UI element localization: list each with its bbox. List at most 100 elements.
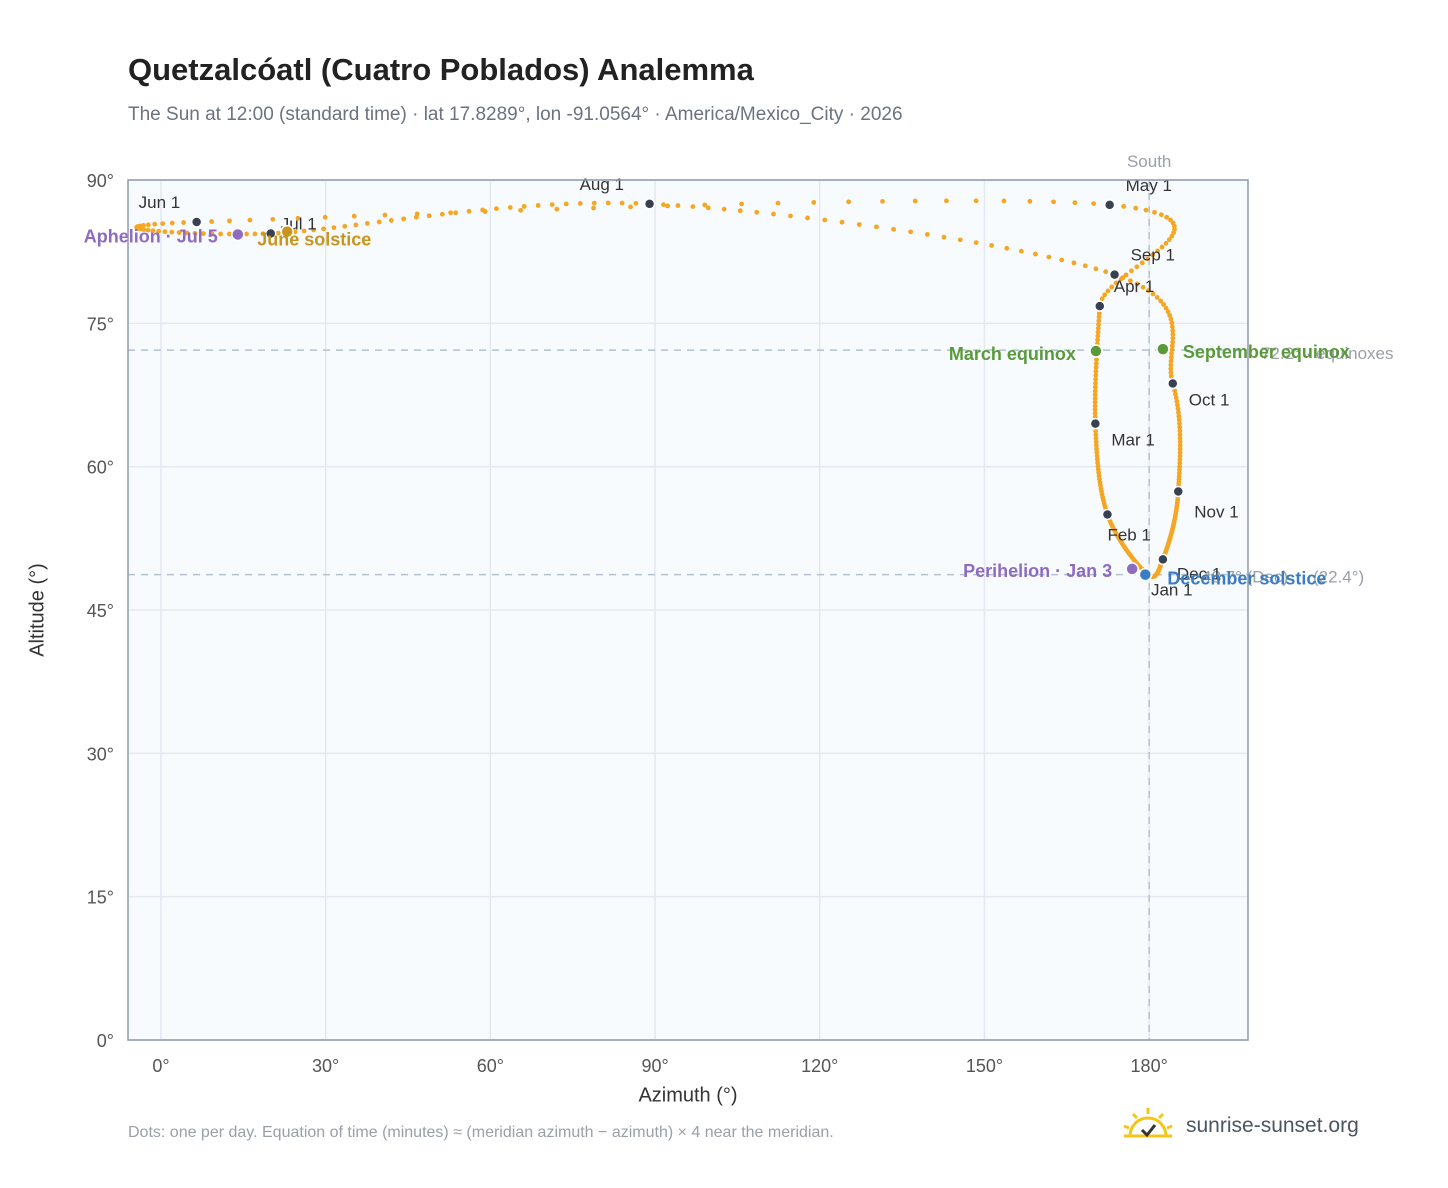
- daily-dot: [1164, 214, 1170, 220]
- daily-dot: [1177, 435, 1183, 441]
- daily-dot: [989, 243, 995, 248]
- daily-dot: [1093, 376, 1099, 382]
- month-marker: [1108, 268, 1121, 281]
- daily-dot: [227, 218, 232, 224]
- daily-dot: [1145, 256, 1151, 262]
- daily-dot: [1163, 240, 1169, 246]
- brand[interactable]: sunrise-sunset.org: [1120, 1106, 1359, 1146]
- brand-name: sunrise-sunset.org: [1186, 1114, 1359, 1137]
- daily-dot: [518, 207, 524, 213]
- month-label: Oct 1: [1189, 391, 1230, 410]
- daily-dot: [690, 204, 696, 210]
- daily-dot: [1099, 296, 1105, 302]
- daily-dot: [1094, 456, 1100, 462]
- daily-dot: [1093, 443, 1099, 448]
- daily-dot: [507, 205, 513, 210]
- y-tick-label: 0°: [97, 1031, 114, 1051]
- daily-dot: [665, 203, 671, 209]
- daily-dot: [1134, 264, 1140, 270]
- aphelion-label: Aphelion · Jul 5: [84, 226, 218, 246]
- september-equinox-label: September equinox: [1183, 342, 1350, 362]
- daily-dot: [176, 230, 182, 235]
- daily-dot: [1143, 207, 1149, 213]
- axis-ticks: 0° 30° 60° 90° 120° 150° 180° 0° 15° 30° 45° 60° 75°…: [87, 171, 1168, 1076]
- y-tick-label: 90°: [87, 171, 114, 191]
- daily-dot: [1169, 320, 1175, 326]
- daily-dot: [364, 221, 370, 226]
- daily-dot: [1134, 281, 1140, 287]
- daily-dot: [1046, 254, 1052, 260]
- x-tick-label: 180°: [1131, 1056, 1168, 1076]
- daily-dot: [891, 226, 897, 232]
- daily-dot: [577, 201, 583, 206]
- daily-dot: [200, 231, 206, 236]
- daily-dot: [1093, 435, 1099, 441]
- daily-dot: [908, 229, 913, 235]
- daily-dot: [874, 224, 879, 230]
- daily-dot: [1093, 266, 1099, 272]
- daily-dot: [1177, 457, 1183, 463]
- daily-dot: [1092, 396, 1098, 402]
- daily-dot: [1018, 248, 1024, 254]
- perihelion-label: Perihelion · Jan 3: [963, 561, 1112, 581]
- daily-dot: [563, 201, 569, 207]
- daily-dot: [1120, 275, 1126, 281]
- daily-dot: [1172, 388, 1178, 394]
- daily-dot: [388, 218, 394, 223]
- daily-dot: [1177, 432, 1183, 438]
- daily-dot: [973, 240, 979, 246]
- daily-dot: [1113, 280, 1119, 286]
- daily-dot: [1173, 391, 1178, 397]
- daily-dot: [480, 207, 486, 213]
- daily-dot: [1176, 413, 1182, 419]
- month-marker: [1101, 508, 1114, 521]
- daily-dot: [675, 203, 681, 208]
- daily-dot: [1168, 217, 1173, 223]
- daily-dot: [554, 206, 560, 212]
- december-altitude-extra: (22.4°): [1313, 568, 1364, 587]
- equinox-altitude-label: 72.2° · equinoxes: [1261, 344, 1394, 363]
- x-tick-label: 30°: [312, 1056, 339, 1076]
- daily-dot: [1154, 295, 1160, 300]
- daily-dot: [1093, 439, 1099, 445]
- daily-dot: [1105, 288, 1111, 294]
- daily-dot: [739, 201, 745, 207]
- daily-dot: [192, 230, 198, 236]
- daily-dot: [1170, 335, 1176, 341]
- daily-dot: [1092, 403, 1098, 409]
- x-tick-label: 90°: [641, 1056, 668, 1076]
- daily-dot: [1093, 373, 1099, 378]
- daily-dot: [169, 220, 175, 226]
- june-solstice-marker: [280, 224, 294, 239]
- daily-dot: [805, 215, 810, 221]
- y-tick-label: 30°: [87, 744, 114, 764]
- daily-dot: [1094, 357, 1099, 363]
- x-axis-title: Azimuth (°): [638, 1084, 738, 1107]
- month-marker: [190, 216, 203, 228]
- reference-lines: South 72.2° · equinoxes 48.7° (Dec) (22.4°): [128, 152, 1394, 1040]
- month-label: Mar 1: [1111, 431, 1154, 450]
- daily-dot: [1170, 331, 1176, 337]
- december-solstice-label: December solstice: [1167, 569, 1326, 589]
- month-marker: [1094, 300, 1106, 312]
- daily-dot: [152, 221, 158, 227]
- daily-dot: [1096, 314, 1102, 320]
- daily-dot: [1096, 310, 1102, 316]
- march-equinox-marker: [1089, 344, 1103, 358]
- daily-dot: [226, 231, 232, 237]
- daily-dot: [521, 203, 527, 209]
- daily-dot: [1168, 373, 1174, 379]
- sun-logo-icon: [1123, 1108, 1173, 1138]
- daily-dot: [1027, 198, 1033, 204]
- daily-dot: [209, 219, 215, 224]
- daily-dot: [1176, 417, 1182, 423]
- daily-dot: [311, 227, 317, 233]
- month-label: Sep 1: [1131, 246, 1175, 265]
- daily-dot: [856, 222, 862, 227]
- daily-dot: [1173, 395, 1179, 401]
- daily-dot: [1094, 453, 1100, 459]
- daily-dot: [1091, 201, 1097, 207]
- daily-dot: [1152, 209, 1157, 215]
- daily-dot: [1096, 322, 1101, 327]
- daily-dot: [322, 214, 328, 220]
